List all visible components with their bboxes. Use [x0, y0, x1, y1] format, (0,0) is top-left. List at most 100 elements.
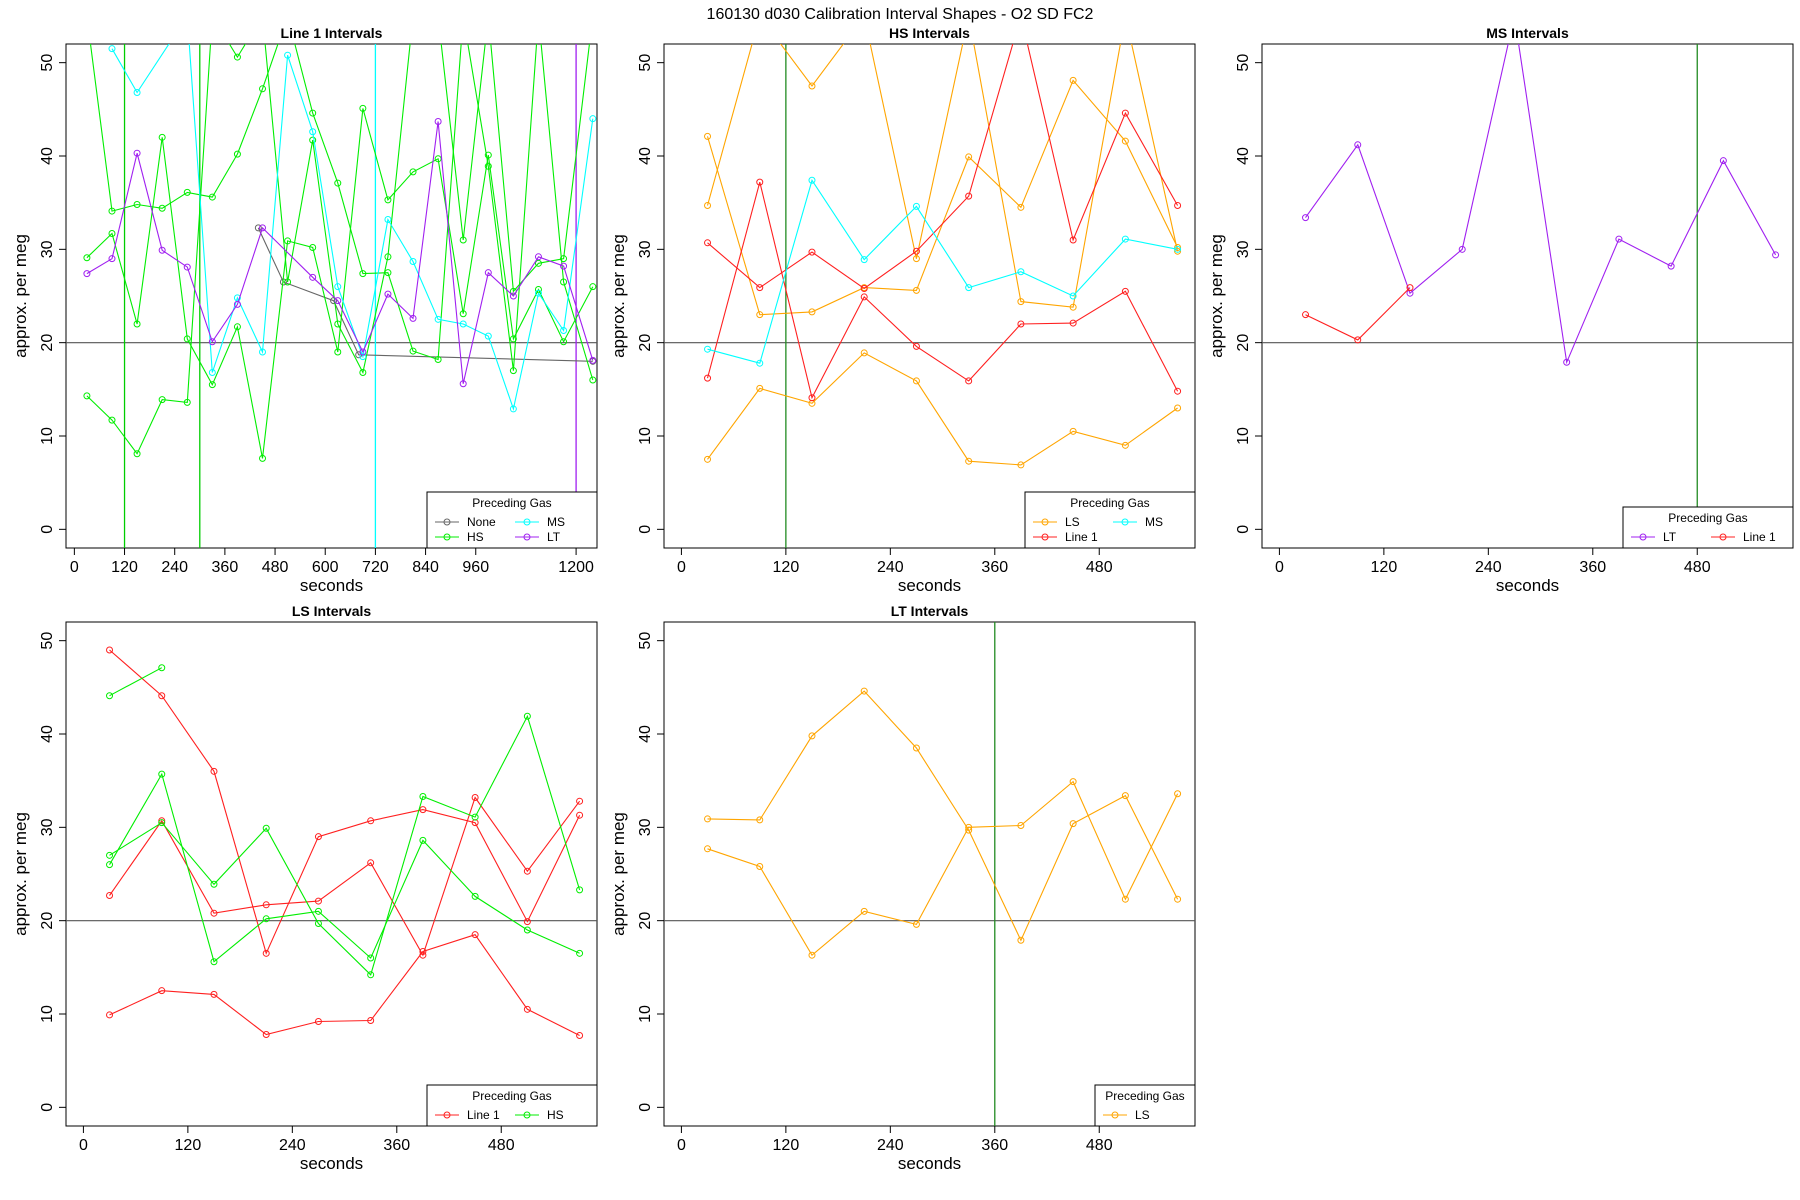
data-point: [158, 770, 166, 778]
data-point: [459, 380, 467, 388]
data-point: [1511, 13, 1517, 19]
data-point: [756, 816, 764, 824]
data-point: [1174, 245, 1182, 253]
data-point: [1458, 245, 1466, 253]
data-area: [664, 622, 1195, 1126]
legend-entry-label: MS: [1145, 515, 1163, 529]
data-point: [254, 224, 262, 232]
data-point: [1302, 214, 1310, 222]
data-point: [1017, 203, 1025, 211]
legend-swatch-point: [1719, 533, 1727, 541]
data-point: [183, 398, 191, 406]
data-point: [259, 85, 267, 93]
data-point: [808, 951, 816, 959]
y-tick-label: 20: [1235, 334, 1252, 352]
x-tick-label: 480: [1086, 559, 1113, 576]
y-axis-label: approx. per meg: [11, 234, 30, 358]
x-tick-label: 1200: [558, 559, 594, 576]
data-point: [1121, 895, 1129, 903]
data-point: [384, 215, 392, 223]
y-tick-label: 40: [39, 147, 56, 165]
data-point: [158, 204, 166, 212]
series-line-hs: [86, 108, 594, 459]
data-point: [262, 1031, 270, 1039]
data-point: [208, 369, 216, 377]
data-point: [1017, 936, 1025, 944]
chart-panel-5: LT Intervals 0 120 240 360 480 seconds 0 10 20 30 4…: [609, 603, 1196, 1173]
x-tick-label: 240: [161, 559, 188, 576]
data-point: [704, 845, 712, 853]
data-point: [534, 289, 542, 297]
legend-entry-label: Line 1: [1743, 530, 1776, 544]
chart-panel-2: HS Intervals 0 120 240 360 480 seconds 0 10 20 30 4…: [609, 25, 1196, 595]
data-point: [808, 82, 816, 90]
data-point: [434, 315, 442, 323]
data-point: [183, 188, 191, 196]
data-point: [158, 133, 166, 141]
legend-swatch-point: [443, 533, 451, 541]
legend-entry-label: Line 1: [467, 1108, 500, 1122]
y-tick-label: 20: [39, 334, 56, 352]
data-point: [108, 229, 116, 237]
y-tick-label: 50: [39, 632, 56, 650]
data-point: [314, 907, 322, 915]
data-point: [808, 248, 816, 256]
y-tick-label: 40: [39, 725, 56, 743]
data-point: [106, 861, 114, 869]
plot-frame: [663, 43, 1196, 549]
data-point: [509, 335, 517, 343]
series-line-lt: [1305, 44, 1777, 365]
data-point: [285, 13, 291, 19]
data-point: [1017, 461, 1025, 469]
plot-frame: [65, 43, 598, 549]
data-point: [106, 646, 114, 654]
data-point: [484, 162, 492, 170]
data-point: [434, 117, 442, 125]
data-point: [434, 355, 442, 363]
y-axis-label: approx. per meg: [609, 812, 628, 936]
data-point: [409, 347, 417, 355]
data-point: [233, 323, 241, 331]
data-point: [158, 664, 166, 672]
legend-swatch-point: [443, 1111, 451, 1119]
data-point: [523, 1005, 531, 1013]
data-point: [471, 892, 479, 900]
y-tick-label: 0: [39, 1103, 56, 1112]
chart-panel-4: LS Intervals 0 120 240 360 480 seconds 0 10 20 30 4…: [11, 603, 598, 1173]
chart-title: Line 1 Intervals: [281, 25, 383, 41]
data-point: [233, 150, 241, 158]
data-point: [1667, 262, 1675, 270]
data-point: [523, 918, 531, 926]
data-point: [1121, 235, 1129, 243]
data-point: [965, 823, 973, 831]
data-point: [589, 376, 597, 384]
data-point: [334, 179, 342, 187]
data-point: [262, 901, 270, 909]
data-point: [409, 314, 417, 322]
x-tick-label: 480: [488, 1137, 515, 1154]
legend: Preceding Gas LT Line 1: [1622, 506, 1794, 549]
series-line-none: [257, 227, 593, 362]
series-line-line-1: [706, 181, 1179, 400]
data-point: [704, 239, 712, 247]
legend-swatch-point: [1111, 1111, 1119, 1119]
data-point: [210, 958, 218, 966]
x-tick-label: 0: [1275, 559, 1284, 576]
x-tick-label: 120: [175, 1137, 202, 1154]
data-point: [471, 931, 479, 939]
data-point: [259, 348, 267, 356]
data-point: [509, 292, 517, 300]
y-tick-label: 20: [637, 334, 654, 352]
chart-title: MS Intervals: [1486, 25, 1569, 41]
legend-swatch-point: [523, 1111, 531, 1119]
series-line-lt: [86, 121, 594, 384]
y-tick-label: 30: [39, 818, 56, 836]
data-point: [485, 13, 491, 19]
legend-entry-label: HS: [547, 1108, 564, 1122]
legend-box: [1622, 506, 1794, 549]
data-point: [590, 13, 596, 19]
data-point: [259, 224, 267, 232]
data-point: [1069, 319, 1077, 327]
y-tick-label: 50: [637, 632, 654, 650]
chart-title: LT Intervals: [891, 603, 969, 619]
